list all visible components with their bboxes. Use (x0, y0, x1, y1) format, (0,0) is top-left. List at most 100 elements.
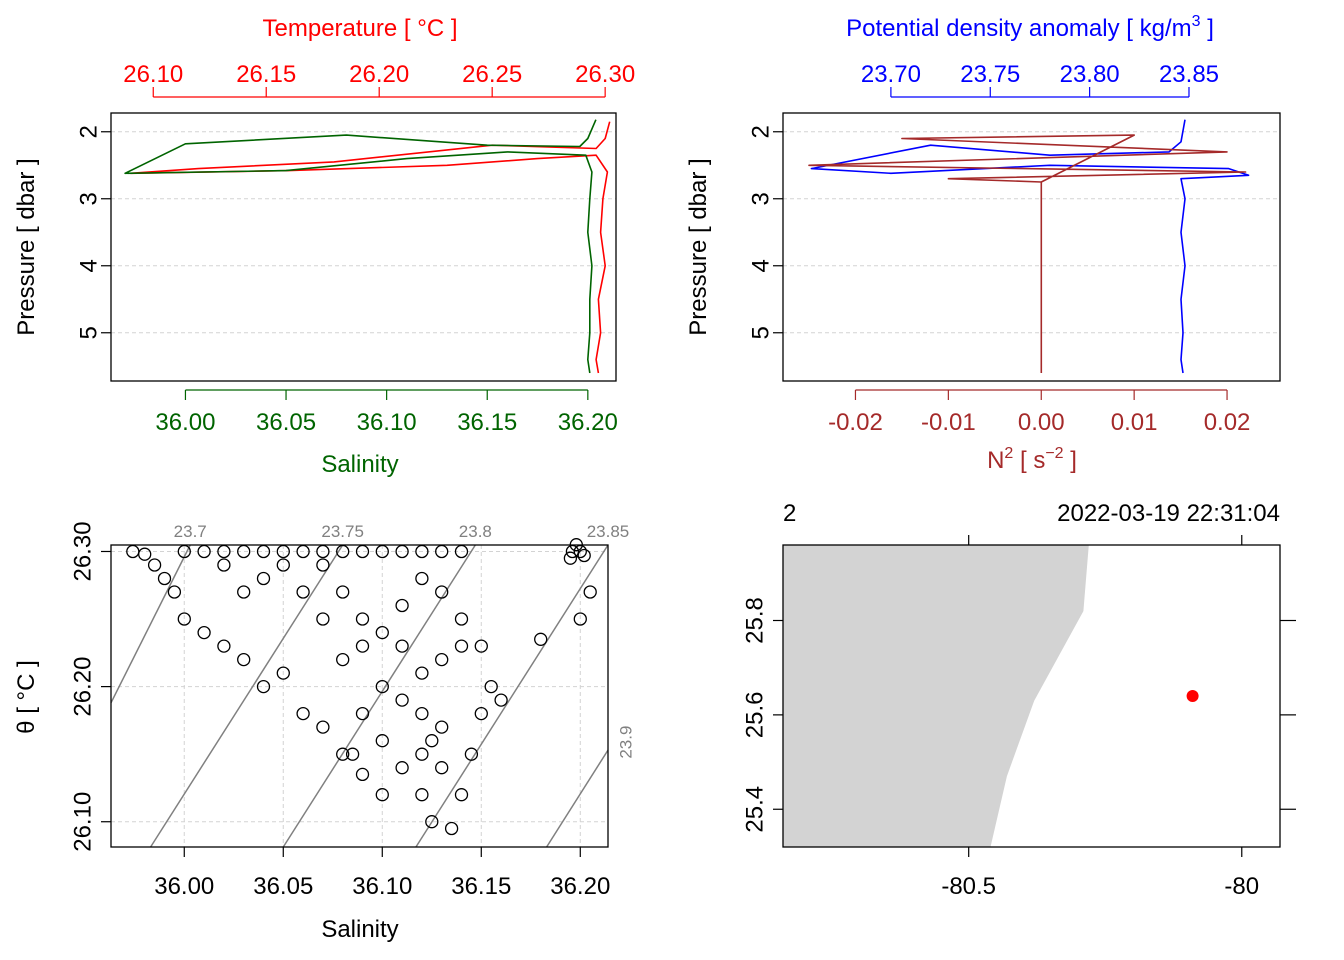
p2-top-tick-label-2: 23.80 (1060, 61, 1120, 88)
p3-plot-frame (110, 544, 609, 848)
p3-point-65 (534, 632, 548, 646)
p3-point-61 (395, 639, 409, 653)
p4-ytick-label-0: 25.4 (742, 786, 769, 833)
p3-point-59 (435, 652, 449, 667)
p2-top-axis-title-main: Potential density anomaly [ kg/m (846, 15, 1192, 42)
p3-isopycnals: 23.7 23.75 23.8 23.85 23.9 (110, 522, 636, 848)
p3-point-55 (395, 693, 409, 707)
p1-ytick-label-2: 4 (76, 259, 103, 272)
p3-isopycnal-label-4: 23.9 (617, 726, 636, 759)
p2-bottom-axis-title-mid: [ s (1013, 447, 1045, 474)
p3-point-76 (375, 788, 389, 802)
p4-plot-frame (782, 544, 1281, 848)
p4-ytick-label-1: 25.6 (742, 692, 769, 739)
p3-point-67 (583, 585, 597, 599)
p2-bottom-tick-label-2: 0.00 (1018, 409, 1065, 436)
p4-axis-ticks: -80.5 -80 25.4 25.6 25.8 (742, 535, 1296, 900)
p2-top-tick-label-1: 23.75 (960, 61, 1020, 88)
p3-point-78 (345, 747, 360, 761)
p1-series-line-0 (129, 121, 611, 374)
p3-isopycnal-2 (282, 544, 476, 848)
p1-series-line-1 (124, 119, 597, 374)
p3-axis-ticks: 36.00 36.05 36.10 36.15 36.20 26.10 26.20 26.30 (70, 521, 611, 900)
p3-point-34 (444, 821, 459, 836)
p3-point-21 (197, 625, 211, 640)
p3-point-2 (147, 558, 162, 572)
p3-point-48 (316, 612, 330, 626)
p3-ytick-label-0: 26.10 (70, 792, 97, 852)
p3-point-39 (494, 693, 508, 707)
p3-point-63 (336, 585, 350, 599)
p1-top-tick-label-1: 26.15 (236, 61, 296, 88)
p3-point-66 (573, 612, 587, 626)
p3-isopycnal-label-2: 23.8 (459, 522, 492, 541)
p4-xtick-label-0: -80.5 (941, 873, 996, 900)
p2-bottom-tick-label-1: -0.01 (921, 409, 976, 436)
p3-xtick-label-4: 36.20 (550, 873, 610, 900)
p3-xtick-label-0: 36.00 (154, 873, 214, 900)
p2-bottom-axis-title-sup2: −2 (1045, 445, 1063, 462)
p3-isopycnal-label-3: 23.85 (587, 522, 630, 541)
p2-series-line-1 (808, 134, 1247, 373)
p2-axis-ticks: 2 3 4 5 23.70 23.75 23.80 23.85 -0.02 -0.01 0.00 0.… (748, 61, 1251, 436)
p2-bottom-axis-title: N2 [ s−2 ] (987, 445, 1077, 474)
p3-point-62 (355, 612, 370, 626)
land-area (783, 545, 1089, 847)
p3-x-axis-title: Salinity (321, 916, 398, 943)
p3-point-43 (415, 571, 429, 586)
p3-point-74 (425, 734, 439, 748)
p3-point-77 (355, 767, 370, 782)
p2-ytick-label-0: 2 (748, 125, 775, 138)
p1-bottom-tick-label-2: 36.10 (357, 409, 417, 436)
p3-point-50 (276, 558, 290, 572)
p1-top-tick-label-3: 26.25 (462, 61, 522, 88)
p3-isopycnal-label-0: 23.7 (174, 522, 207, 541)
p2-bottom-axis-title-sup: 2 (1004, 445, 1013, 462)
p3-point-45 (375, 625, 389, 640)
p2-top-axis-title: Potential density anomaly [ kg/m3 ] (846, 13, 1214, 42)
p3-point-46 (355, 639, 370, 653)
map-timestamp: 2022-03-19 22:31:04 (1057, 500, 1280, 527)
p3-ytick-label-1: 26.20 (70, 657, 97, 717)
p3-isopycnal-1 (149, 544, 344, 848)
p3-point-72 (563, 551, 578, 565)
p1-top-tick-label-2: 26.20 (349, 61, 409, 88)
p1-ytick-label-0: 2 (76, 125, 103, 138)
p2-bottom-tick-label-0: -0.02 (828, 409, 883, 436)
p1-bottom-tick-label-4: 36.20 (558, 409, 618, 436)
p1-bottom-tick-label-3: 36.15 (457, 409, 517, 436)
p3-xtick-label-1: 36.05 (253, 873, 313, 900)
p3-point-33 (425, 815, 439, 829)
p3-point-32 (415, 788, 429, 802)
p3-point-49 (296, 585, 310, 599)
p3-point-30 (375, 734, 389, 748)
p3-isopycnal-label-1: 23.75 (321, 522, 364, 541)
map-station-number: 2 (783, 500, 796, 527)
p3-point-28 (336, 747, 350, 761)
p2-gridlines (783, 131, 1280, 334)
p3-isopycnal-0 (110, 544, 191, 704)
p3-gridlines (111, 545, 608, 847)
p3-xtick-label-2: 36.10 (352, 873, 412, 900)
p3-point-75 (435, 761, 449, 775)
p3-point-53 (217, 558, 231, 572)
station-map-panel: -80.5 -80 25.4 25.6 25.8 2 2022-03-19 22:31:… (742, 500, 1296, 900)
p2-bottom-tick-label-4: 0.02 (1204, 409, 1251, 436)
p2-ytick-label-2: 4 (748, 259, 775, 272)
p3-point-40 (474, 639, 488, 653)
p3-point-27 (316, 720, 330, 734)
p3-point-3 (157, 571, 172, 586)
p3-point-38 (484, 679, 498, 694)
p3-point-41 (454, 612, 469, 626)
p2-top-axis-title-end: ] (1201, 15, 1214, 42)
density-n2-profile-panel: 2 3 4 5 23.70 23.75 23.80 23.85 -0.02 -0.01 0.00 0.… (685, 13, 1281, 474)
station-marker[interactable] (1186, 690, 1199, 702)
p3-point-35 (454, 788, 469, 802)
p3-scatter-points (126, 538, 597, 836)
p3-point-51 (256, 571, 271, 586)
p1-top-tick-label-0: 26.10 (123, 61, 183, 88)
p3-point-73 (415, 747, 429, 761)
p3-point-42 (435, 585, 449, 599)
p1-axis-ticks: 2 3 4 5 26.10 26.15 26.20 26.25 26.30 36.00 36.05 3… (76, 61, 636, 436)
